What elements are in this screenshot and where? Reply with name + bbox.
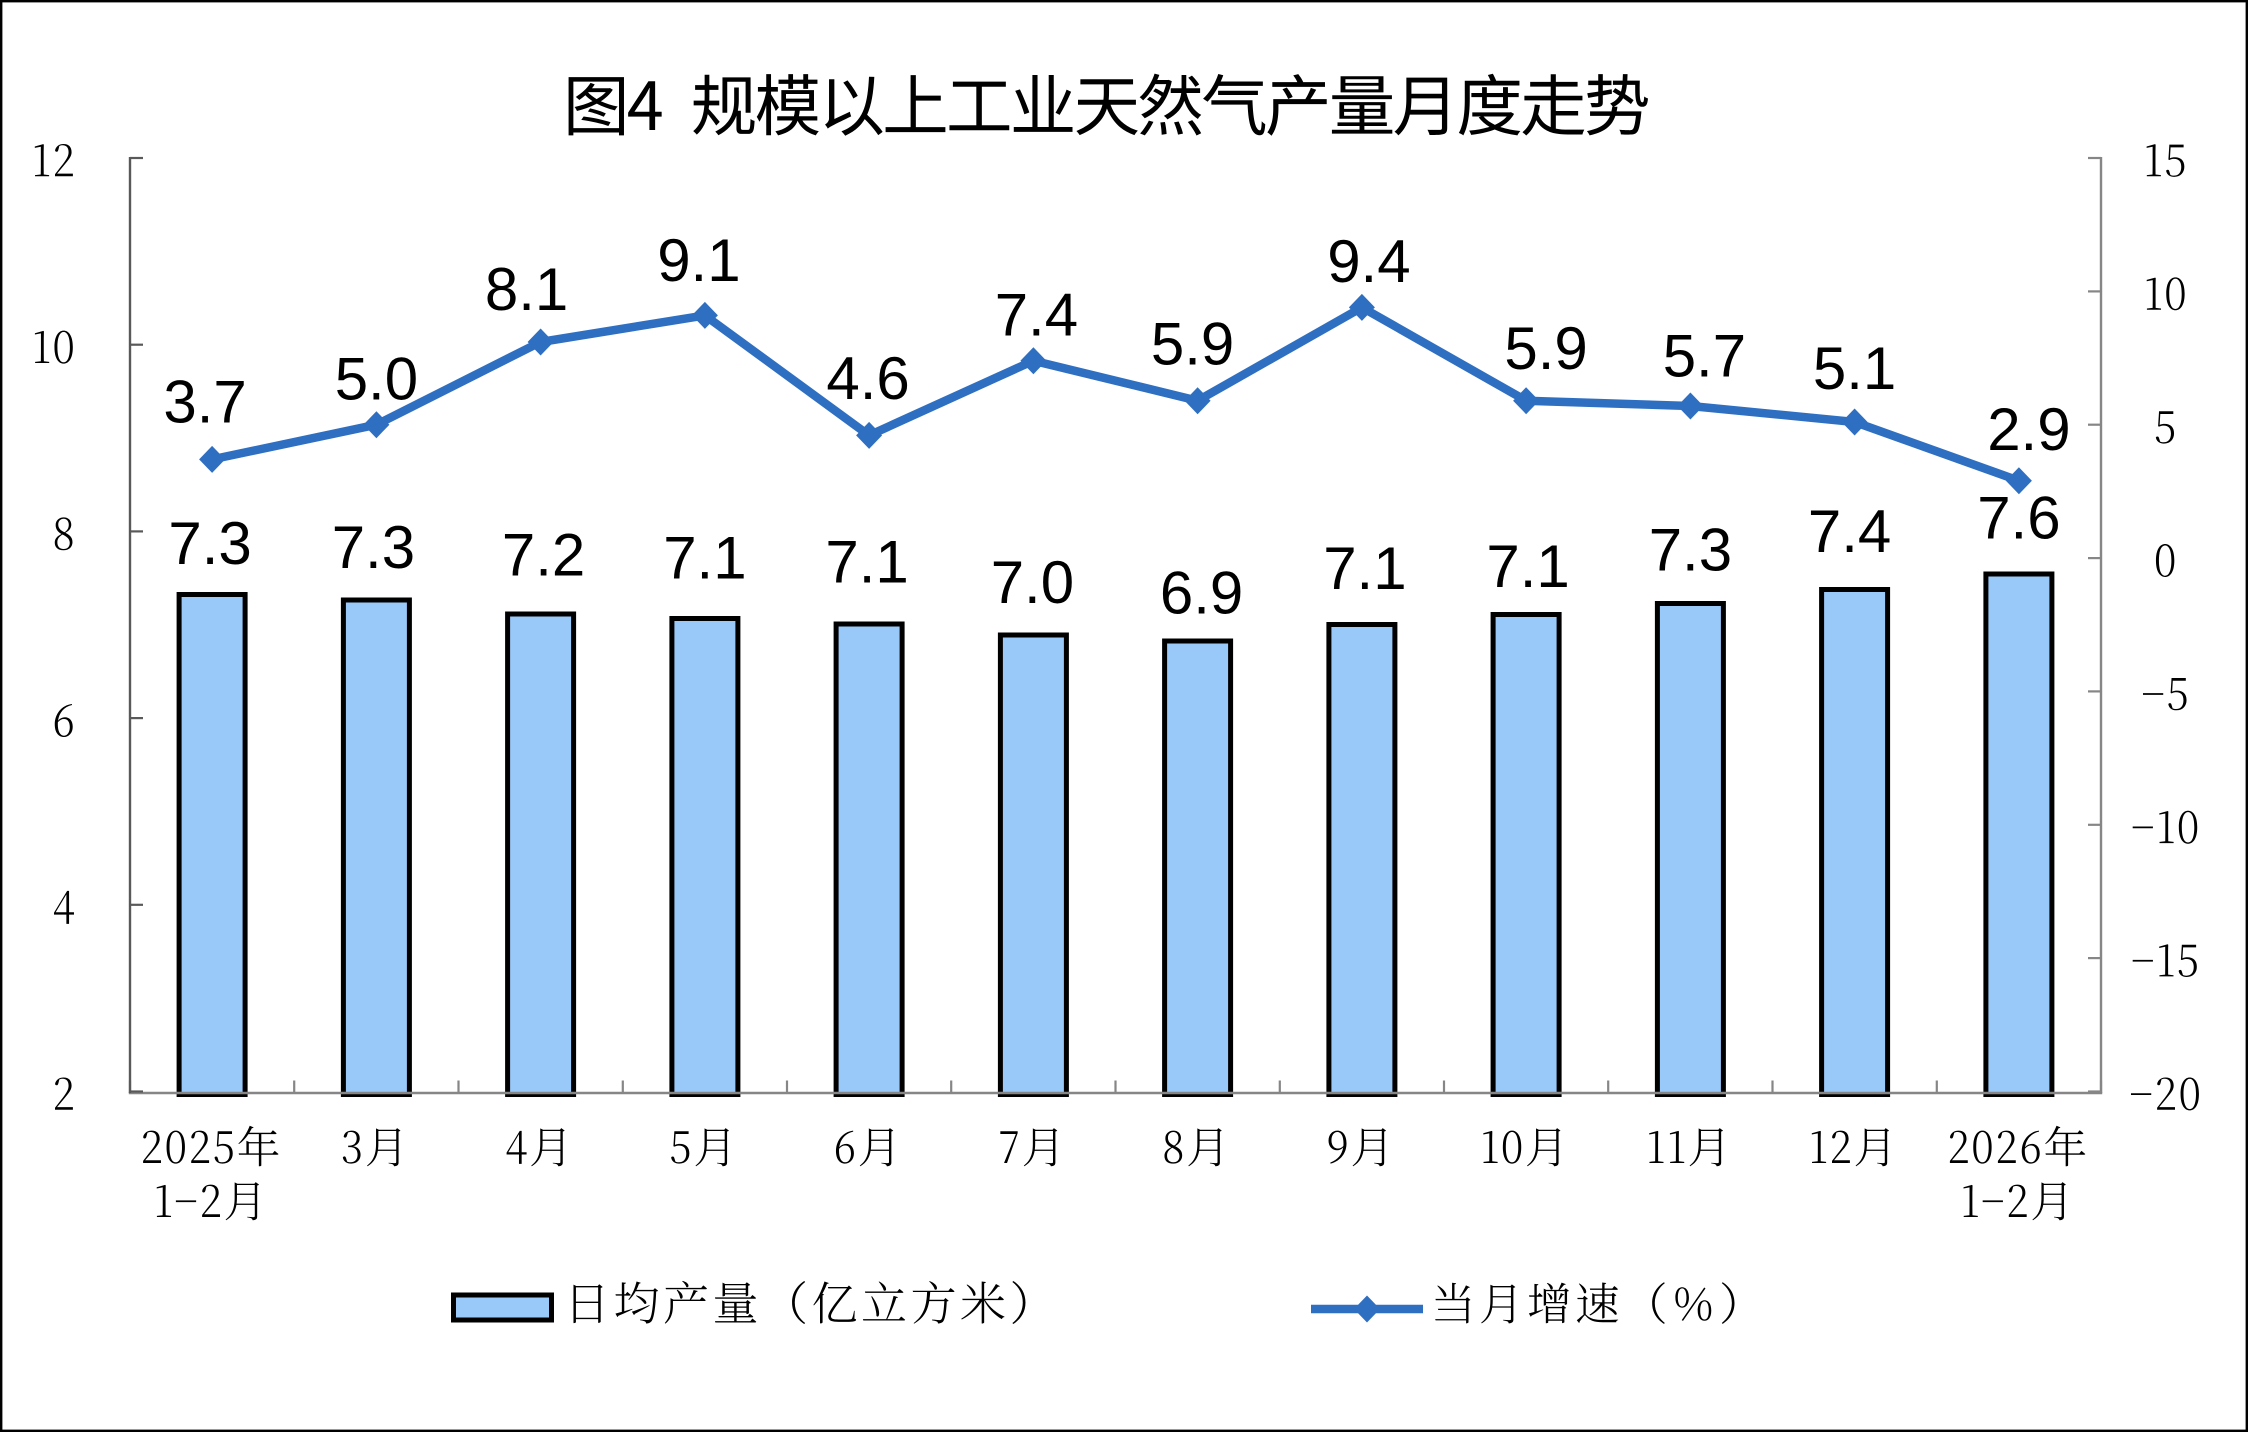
svg-text:8.1: 8.1: [485, 256, 568, 323]
svg-text:2.9: 2.9: [1987, 396, 2070, 463]
svg-text:7.1: 7.1: [825, 529, 908, 596]
svg-text:7.4: 7.4: [1808, 498, 1891, 565]
svg-text:7.3: 7.3: [332, 514, 415, 581]
svg-text:7.1: 7.1: [663, 525, 746, 592]
svg-text:5.9: 5.9: [1504, 315, 1587, 382]
svg-text:7.1: 7.1: [1486, 533, 1569, 600]
svg-text:5.0: 5.0: [335, 346, 418, 413]
svg-text:7.6: 7.6: [1977, 484, 2060, 551]
svg-text:5.7: 5.7: [1663, 323, 1746, 390]
svg-text:4.6: 4.6: [826, 345, 909, 412]
svg-text:6.9: 6.9: [1160, 560, 1243, 627]
svg-text:9.4: 9.4: [1327, 228, 1410, 295]
svg-text:5.1: 5.1: [1813, 335, 1896, 402]
svg-text:7.2: 7.2: [502, 522, 585, 589]
svg-text:3.7: 3.7: [163, 369, 246, 436]
svg-text:7.3: 7.3: [168, 510, 251, 577]
svg-text:9.1: 9.1: [657, 227, 740, 294]
svg-text:7.1: 7.1: [1323, 535, 1406, 602]
svg-text:7.0: 7.0: [991, 549, 1074, 616]
svg-text:7.4: 7.4: [995, 282, 1078, 349]
svg-text:5.9: 5.9: [1151, 310, 1234, 377]
svg-text:7.3: 7.3: [1649, 517, 1732, 584]
